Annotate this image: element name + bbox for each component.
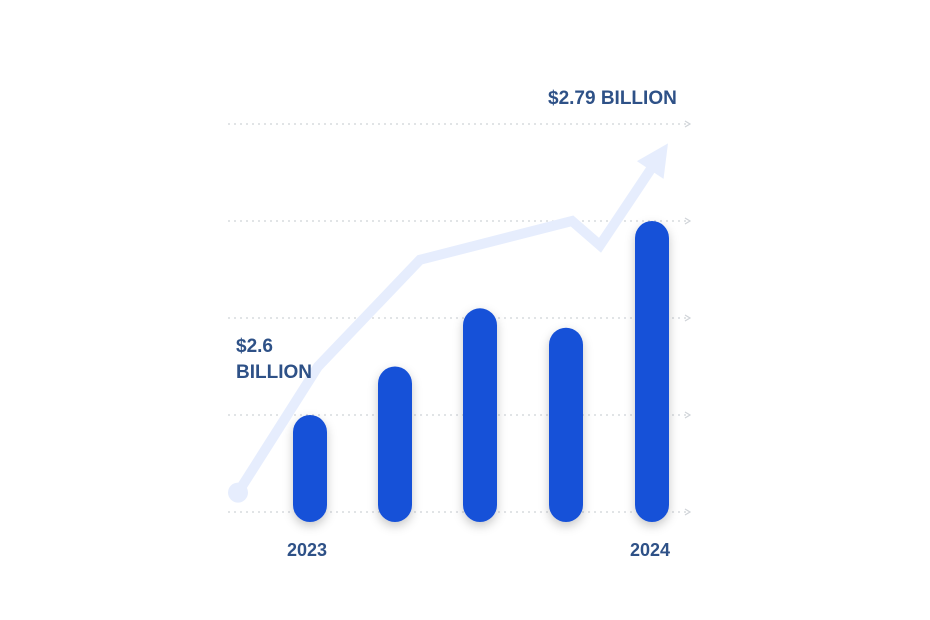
gridline-arrowhead (684, 314, 692, 322)
bar-1 (293, 415, 327, 522)
start-value-amount: $2.6 (236, 336, 273, 357)
bar-3 (463, 308, 497, 522)
gridline-arrowhead (684, 508, 692, 516)
bar-2 (378, 366, 412, 522)
trend-arrow-head (636, 143, 668, 179)
gridline-arrowhead (684, 217, 692, 225)
gridline-arrowhead (684, 411, 692, 419)
trend-arrow-shaft (233, 157, 662, 496)
bar-5 (635, 221, 669, 522)
x-tick-label-2024: 2024 (630, 540, 671, 560)
start-value-unit: BILLION (236, 362, 312, 383)
trend-arrow (228, 143, 668, 503)
gridlines (228, 120, 692, 516)
trend-arrow-start-dot (228, 482, 248, 503)
end-value-label: $2.79 BILLION (548, 88, 677, 109)
x-tick-label-2023: 2023 (287, 540, 328, 560)
gridline-arrowhead (684, 120, 692, 128)
bars (293, 221, 669, 522)
start-value-label: $2.6 BILLION (236, 334, 312, 386)
bar-4 (549, 327, 583, 522)
